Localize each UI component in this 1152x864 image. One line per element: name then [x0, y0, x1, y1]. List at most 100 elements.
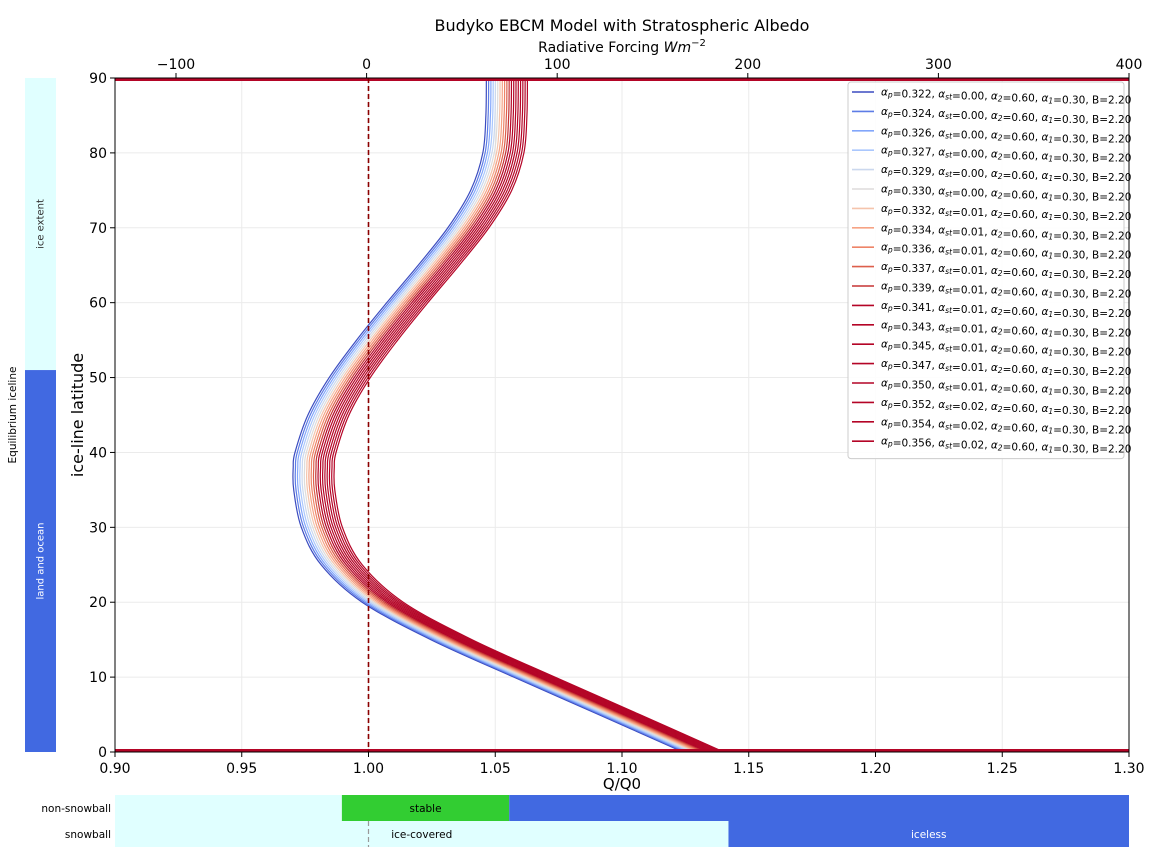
x-tick-label: 1.05 [480, 761, 511, 777]
left-bar-label: ice extent [36, 199, 47, 249]
legend-entry-part: α [938, 166, 945, 178]
ice-line-curve [319, 77, 711, 753]
legend-entry-part: st [945, 287, 953, 296]
legend-entry-part: =0.01, [952, 304, 991, 316]
legend-entry-part: =0.329, [893, 166, 939, 178]
legend-entry-part: =0.327, [893, 147, 939, 159]
legend-entry-part: α [881, 358, 888, 370]
legend-entry-part: =0.336, [893, 244, 939, 256]
legend-entry-part: p [887, 149, 893, 158]
legend-entry-part: α [991, 188, 998, 200]
legend-entry: αp=0.341, αst=0.01, α2=0.60, α1=0.30, B=… [881, 300, 1131, 320]
x-tick-label: 0.95 [226, 761, 257, 777]
legend-entry: αp=0.345, αst=0.01, α2=0.60, α1=0.30, B=… [881, 339, 1131, 359]
legend-entry-part: 2 [998, 444, 1003, 453]
ice-line-curve [331, 77, 722, 753]
top-tick-label: −100 [157, 57, 195, 73]
legend-entry-part: st [945, 325, 953, 334]
legend-entry-part: p [887, 246, 893, 255]
legend-entry-part: =0.60, [1003, 190, 1042, 202]
legend-entry-part: α [881, 261, 888, 273]
x-tick-label: 1.25 [987, 761, 1018, 777]
legend-entry-part: st [945, 442, 953, 451]
legend-entry-part: st [945, 93, 953, 102]
ice-line-curve [299, 77, 690, 753]
y-tick-label: 20 [89, 595, 107, 611]
legend-entry-part: α [991, 304, 998, 316]
legend-entry-part: α [938, 224, 945, 236]
legend-entry-part: =0.01, [952, 226, 991, 238]
ice-line-curve [328, 77, 720, 753]
x-tick-label: 1.15 [733, 761, 764, 777]
y-tick-label: 0 [98, 745, 107, 761]
legend-entry-part: st [945, 422, 953, 431]
legend-entry-part: 2 [998, 327, 1003, 336]
legend-entry: αp=0.332, αst=0.01, α2=0.60, α1=0.30, B=… [881, 203, 1131, 223]
legend-entry-part: =0.330, [893, 186, 939, 198]
legend-entry-part: =0.339, [893, 283, 939, 295]
left-bar-segment [25, 370, 56, 752]
ice-line-curve [326, 77, 718, 753]
legend-entry: αp=0.350, αst=0.01, α2=0.60, α1=0.30, B=… [881, 378, 1131, 398]
legend-entry-part: st [945, 306, 953, 315]
legend-entry-part: 1 [1048, 194, 1053, 203]
legend-entry-part: α [881, 222, 888, 234]
legend-entry-part: 2 [998, 424, 1003, 433]
left-status-bar: ice extent land and ocean Equilibrium icel… [7, 78, 56, 752]
legend-entry-part: α [938, 399, 945, 411]
legend-entry-part: α [1041, 403, 1048, 415]
legend-entry-part: 1 [1048, 97, 1053, 106]
legend-entry-part: α [881, 397, 888, 409]
legend-entry-part: =0.30, B=2.20 [1053, 444, 1131, 456]
legend-entry-part: α [938, 360, 945, 372]
legend-entry-part: α [1041, 325, 1048, 337]
legend-entry-part: α [938, 108, 945, 120]
legend-entry-part: α [938, 89, 945, 101]
legend-entry-part: p [887, 323, 893, 332]
x-axis: 0.90 0.95 1.00 1.05 1.10 1.15 1.20 1.25 1.30 [99, 752, 1145, 777]
legend-entry-part: =0.60, [1003, 287, 1042, 299]
legend-entry: αp=0.326, αst=0.00, α2=0.60, α1=0.30, B=… [881, 125, 1131, 145]
legend-entry-part: α [991, 382, 998, 394]
ice-line-curve [301, 77, 693, 753]
legend-entry-part: α [881, 281, 888, 293]
legend-entry-part: p [887, 110, 893, 119]
ice-line-curve [294, 77, 686, 753]
legend-entry-part: 1 [1048, 291, 1053, 300]
ice-line-curve [310, 77, 702, 753]
legend-entry-part: =0.324, [893, 108, 939, 120]
legend-entry-part: α [881, 106, 888, 118]
ice-line-curve [305, 77, 697, 753]
legend-entry: αp=0.336, αst=0.01, α2=0.60, α1=0.30, B=… [881, 242, 1131, 262]
legend-entry-part: α [881, 125, 888, 137]
legend-entry-part: =0.60, [1003, 131, 1042, 143]
legend-entry-part: α [1041, 364, 1048, 376]
legend-entry-part: α [1041, 442, 1048, 454]
legend-entry-part: =0.337, [893, 263, 939, 275]
legend-entry: αp=0.329, αst=0.00, α2=0.60, α1=0.30, B=… [881, 164, 1131, 184]
left-bar-title: Equilibrium iceline [7, 367, 19, 464]
legend-entry-part: α [991, 420, 998, 432]
legend-entry-part: α [991, 265, 998, 277]
legend-entry-part: =0.00, [952, 188, 991, 200]
legend-entry-part: α [938, 341, 945, 353]
legend-entry-part: α [991, 207, 998, 219]
legend-entry-part: α [938, 244, 945, 256]
legend-entry-part: =0.30, B=2.20 [1053, 133, 1131, 145]
legend-entry-part: =0.30, B=2.20 [1053, 424, 1131, 436]
legend-entry-part: p [887, 188, 893, 197]
legend-entry-part: α [938, 321, 945, 333]
legend-entry-part: α [1041, 287, 1048, 299]
legend-entry-part: α [881, 203, 888, 215]
status-segment [509, 795, 1129, 821]
top-axis-label-unit: Wm [664, 40, 691, 56]
legend-entry-part: =0.332, [893, 205, 939, 217]
left-bar-label: land and ocean [36, 523, 47, 600]
legend-entry-part: α [881, 300, 888, 312]
legend-entry-part: =0.01, [952, 265, 991, 277]
legend-entry-part: 1 [1048, 349, 1053, 358]
legend-entry-part: st [945, 112, 953, 121]
legend-entry-part: =0.30, B=2.20 [1053, 230, 1131, 242]
x-tick-label: 1.30 [1113, 761, 1144, 777]
legend-entry-part: st [945, 131, 953, 140]
